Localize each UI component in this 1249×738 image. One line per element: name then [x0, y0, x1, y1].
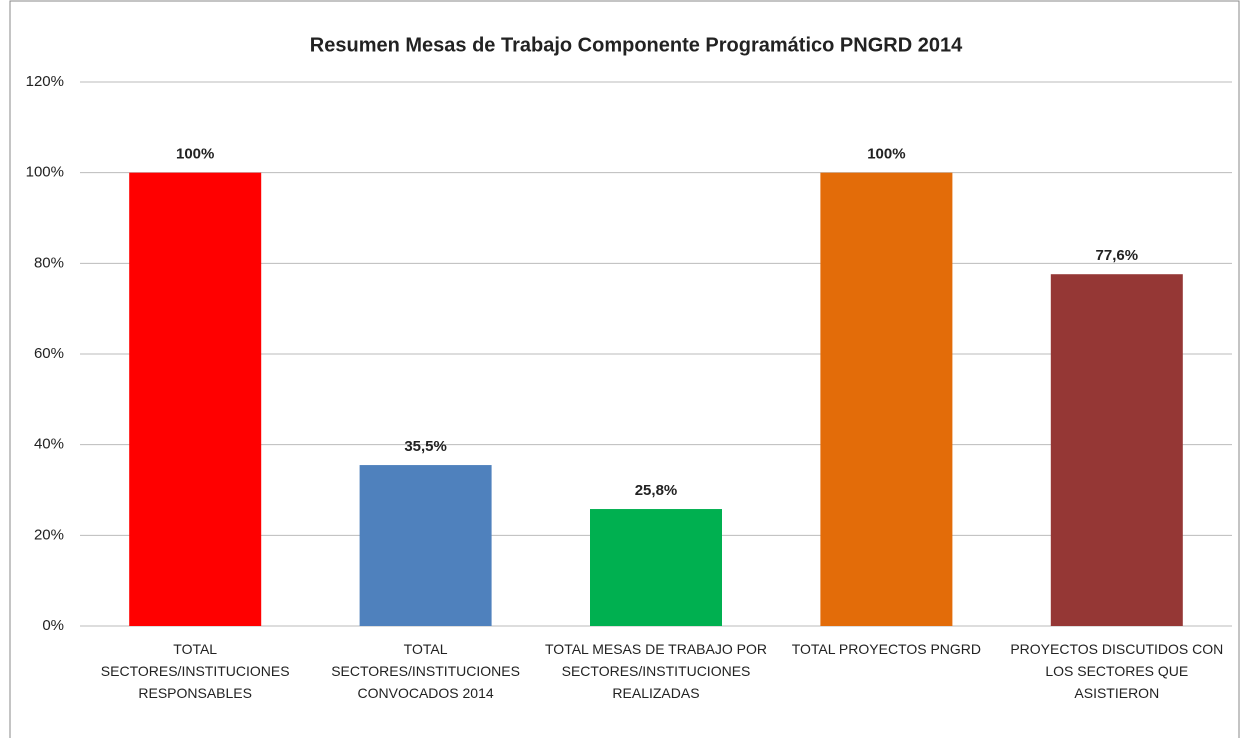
- data-label: 25,8%: [635, 482, 678, 499]
- data-label: 35,5%: [404, 438, 447, 455]
- x-tick-label: TOTAL MESAS DE TRABAJO POR SECTORES/INST…: [545, 641, 767, 701]
- x-tick-label: TOTAL SECTORES/INSTITUCIONES RESPONSABLE…: [100, 641, 290, 701]
- bar: [1050, 274, 1183, 626]
- y-tick-label: 20%: [34, 526, 64, 543]
- bar: [820, 172, 953, 626]
- data-label: 77,6%: [1096, 247, 1139, 264]
- y-tick-label: 100%: [26, 164, 64, 181]
- data-label: 100%: [867, 146, 905, 163]
- bar: [590, 509, 722, 626]
- y-tick-label: 0%: [42, 617, 64, 634]
- x-tick-label: PROYECTOS DISCUTIDOS CON LOS SECTORES QU…: [1010, 641, 1224, 701]
- y-tick-label: 80%: [34, 254, 64, 271]
- y-tick-label: 60%: [34, 345, 64, 362]
- data-label: 100%: [176, 146, 214, 163]
- x-tick-label: TOTAL SECTORES/INSTITUCIONES CONVOCADOS …: [331, 641, 520, 701]
- y-tick-label: 40%: [34, 436, 64, 453]
- x-tick-label: TOTAL PROYECTOS PNGRD: [791, 641, 982, 657]
- bar: [359, 465, 492, 626]
- bar: [129, 172, 262, 626]
- y-tick-label: 120%: [26, 73, 64, 90]
- chart-title: Resumen Mesas de Trabajo Componente Prog…: [310, 34, 963, 56]
- chart-border: [9, 0, 1240, 738]
